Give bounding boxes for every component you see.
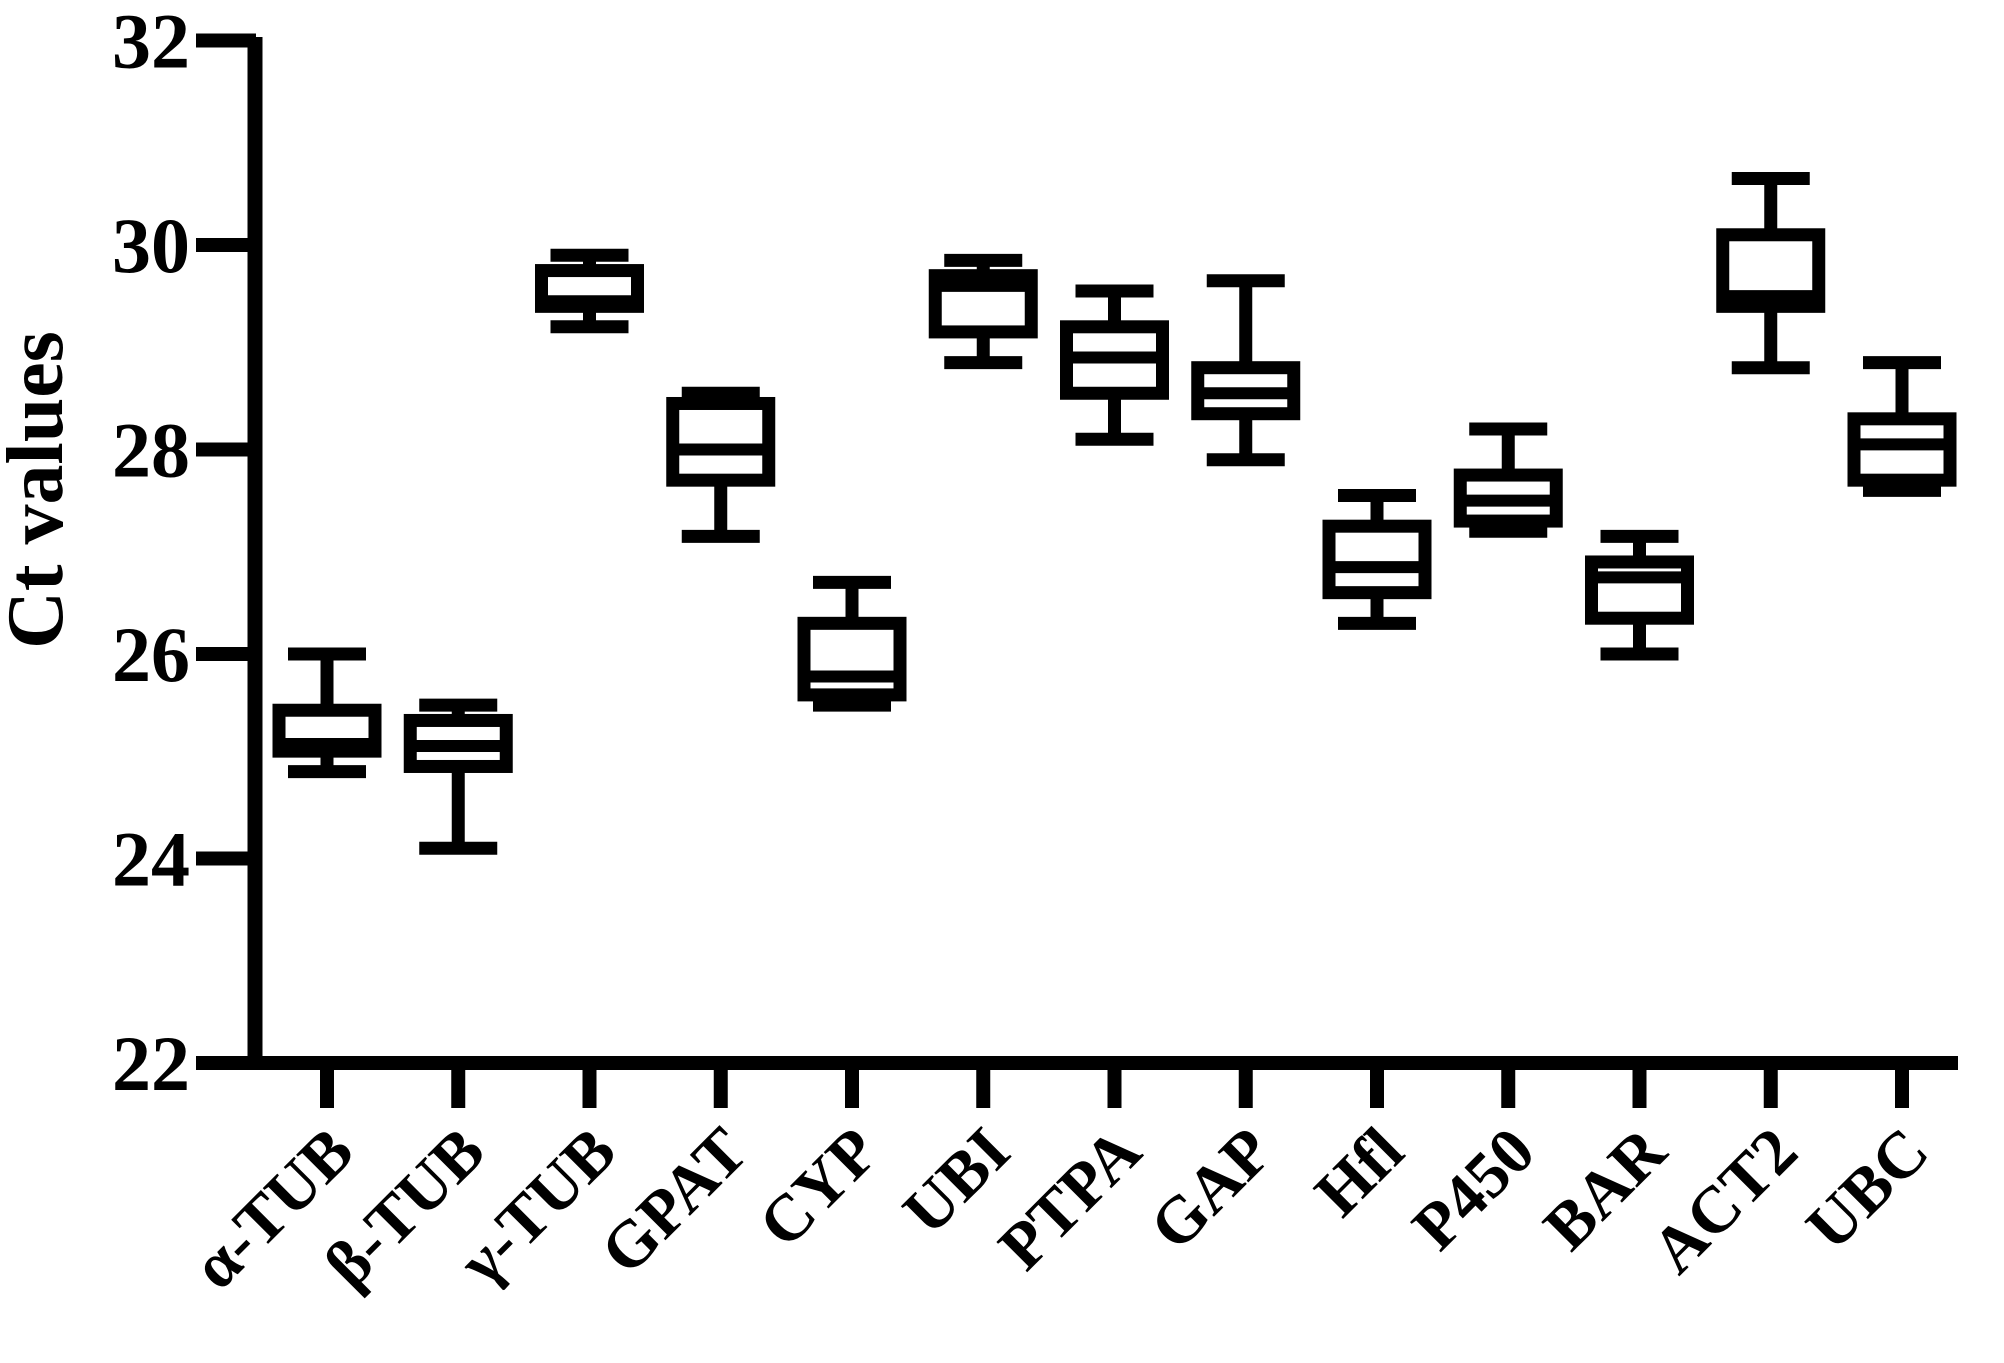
box-plot [928,253,1038,370]
x-category-label: GAP [1136,1114,1286,1264]
box-plot [666,386,776,543]
y-axis-title: Ct values [0,331,80,649]
y-tick-label: 26 [112,611,190,698]
iqr-box [1585,555,1694,625]
box-plot [272,647,382,779]
box-plot [1191,274,1301,467]
x-category-label: UBC [1792,1114,1942,1264]
box-plots [272,172,1957,855]
box-plot [535,248,644,334]
box-plot [1847,356,1957,497]
y-tick-label: 30 [112,202,190,289]
y-tick-label: 22 [112,1020,190,1107]
y-tick-label: 28 [112,407,190,494]
iqr-box [666,396,776,487]
box-plot [1060,284,1169,446]
axes [196,33,1958,1108]
y-tick-label: 32 [112,0,190,85]
x-category-label: P450 [1399,1114,1549,1264]
x-category-label: GPAT [587,1114,761,1288]
box-plot [1453,422,1563,538]
iqr-box [797,616,907,702]
box-plot [1585,529,1694,661]
box-plot [797,575,907,712]
box-plot [1716,172,1826,375]
iqr-box [1322,519,1432,600]
box-plot [1322,489,1432,630]
y-tick-label: 24 [112,816,190,903]
x-category-label: ACT2 [1638,1114,1811,1287]
x-category-label: CYP [745,1114,893,1262]
box-plot [403,698,513,855]
x-category-label: PTPA [985,1114,1155,1284]
